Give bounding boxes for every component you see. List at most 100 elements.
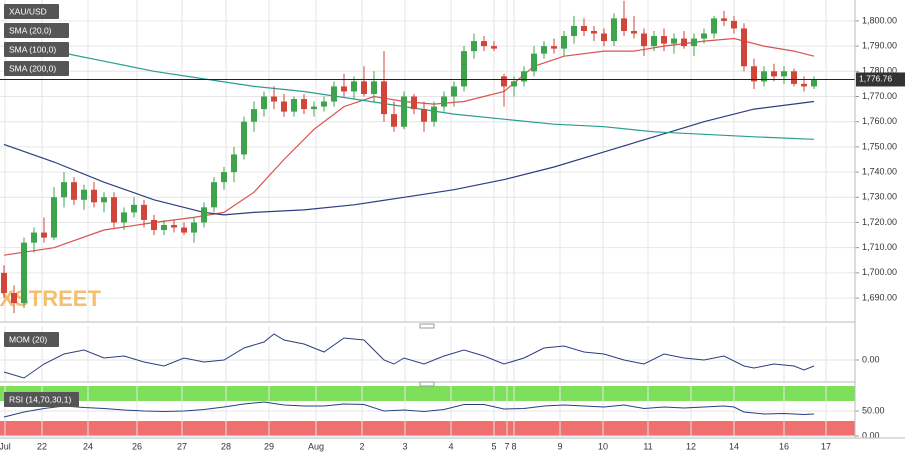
legend-label-box (4, 4, 59, 19)
candle-body (411, 96, 417, 110)
candle-body (201, 207, 207, 223)
y-tick-label: 1,740.00 (862, 166, 897, 176)
candle-body (651, 36, 657, 47)
x-tick-label: 24 (83, 441, 93, 451)
candle-body (551, 46, 557, 49)
x-tick-label: 3 (402, 441, 407, 451)
candle-body (521, 71, 527, 82)
candle-body (751, 66, 757, 82)
candle-body (691, 38, 697, 47)
rsi-band (0, 421, 855, 436)
x-tick-label: 27 (177, 441, 187, 451)
candle-body (801, 83, 807, 87)
x-tick-label: 8 (511, 441, 516, 451)
candle-body (91, 189, 97, 203)
candle-body (161, 224, 167, 231)
candle-body (621, 18, 627, 31)
y-tick-label: 1,730.00 (862, 192, 897, 202)
rsi-band (0, 386, 855, 401)
candle-body (271, 96, 277, 102)
candle-body (81, 189, 87, 200)
x-tick-label: 17 (821, 441, 831, 451)
candle-body (681, 38, 687, 47)
y-tick-label: 1,710.00 (862, 242, 897, 252)
y-tick-label: 1,760.00 (862, 116, 897, 126)
x-tick-label: 14 (729, 441, 739, 451)
y-tick-label: 50.00 (862, 405, 885, 415)
y-tick-label: 1,700.00 (862, 267, 897, 277)
candle-body (181, 227, 187, 233)
candle-body (291, 99, 297, 112)
candle-body (671, 38, 677, 44)
candle-body (341, 86, 347, 92)
candle-body (21, 242, 27, 304)
candle-body (51, 197, 57, 238)
candle-body (711, 18, 717, 34)
candle-body (631, 30, 637, 34)
panel-handle[interactable] (419, 323, 435, 329)
candle-body (211, 182, 217, 208)
y-tick-label: 1,790.00 (862, 40, 897, 50)
candle-body (231, 154, 237, 173)
last-price-label: 1,776.76 (859, 74, 892, 84)
candle-body (111, 197, 117, 223)
candle-body (741, 28, 747, 67)
candle-body (511, 81, 517, 87)
candle-body (301, 99, 307, 110)
indicator-line (3, 401, 815, 418)
last-price-box (856, 72, 905, 87)
candle-body (1, 272, 7, 294)
y-tick-label: 1,750.00 (862, 141, 897, 151)
y-tick-label: 0.00 (862, 430, 880, 440)
legend-label-box (4, 23, 69, 38)
legend-label-box (4, 392, 79, 407)
candle-body (151, 219, 157, 231)
candle-body (581, 25, 587, 31)
candle-body (541, 46, 547, 54)
candle-body (171, 224, 177, 228)
x-tick-label: 7 (504, 441, 509, 451)
x-tick-label: 4 (448, 441, 453, 451)
y-tick-label: 1,780.00 (862, 66, 897, 76)
x-tick-label: 5 (491, 441, 496, 451)
candle-body (441, 96, 447, 107)
legend-label-box (4, 42, 69, 57)
x-tick-label: 2 (359, 441, 364, 451)
legend-label: SMA (20,0) (9, 25, 52, 35)
legend-label: SMA (200,0) (9, 63, 56, 73)
legend-label: SMA (100,0) (9, 44, 56, 54)
x-tick-label: Jul (0, 441, 11, 451)
candle-body (351, 81, 357, 92)
candle-body (141, 204, 147, 220)
candle-body (261, 96, 267, 110)
candle-body (591, 30, 597, 34)
candle-body (241, 121, 247, 155)
candle-body (611, 18, 617, 42)
panel-handle[interactable] (419, 381, 435, 387)
candle-body (311, 106, 317, 110)
candle-body (331, 86, 337, 102)
candle-body (131, 204, 137, 213)
x-tick-label: 16 (779, 441, 789, 451)
x-tick-label: 9 (557, 441, 562, 451)
legend-label: XAU/USD (9, 6, 47, 16)
indicator-line (3, 333, 815, 379)
legend-label: RSI (14,70,30,1) (9, 394, 72, 404)
y-tick-label: 1,690.00 (862, 292, 897, 302)
candle-body (701, 33, 707, 39)
candle-body (761, 71, 767, 82)
candle-body (811, 79, 817, 87)
candle-body (481, 41, 487, 47)
candle-body (501, 76, 507, 87)
candle-body (61, 182, 67, 198)
candle-body (601, 33, 607, 42)
x-tick-label: 11 (643, 441, 652, 451)
x-tick-label: 10 (598, 441, 608, 451)
candle-body (41, 232, 47, 238)
candle-body (221, 172, 227, 183)
x-tick-label: Aug (308, 441, 324, 451)
x-tick-label: 28 (221, 441, 231, 451)
candle-body (321, 101, 327, 107)
candle-body (731, 20, 737, 29)
legend-label-box (4, 61, 69, 76)
